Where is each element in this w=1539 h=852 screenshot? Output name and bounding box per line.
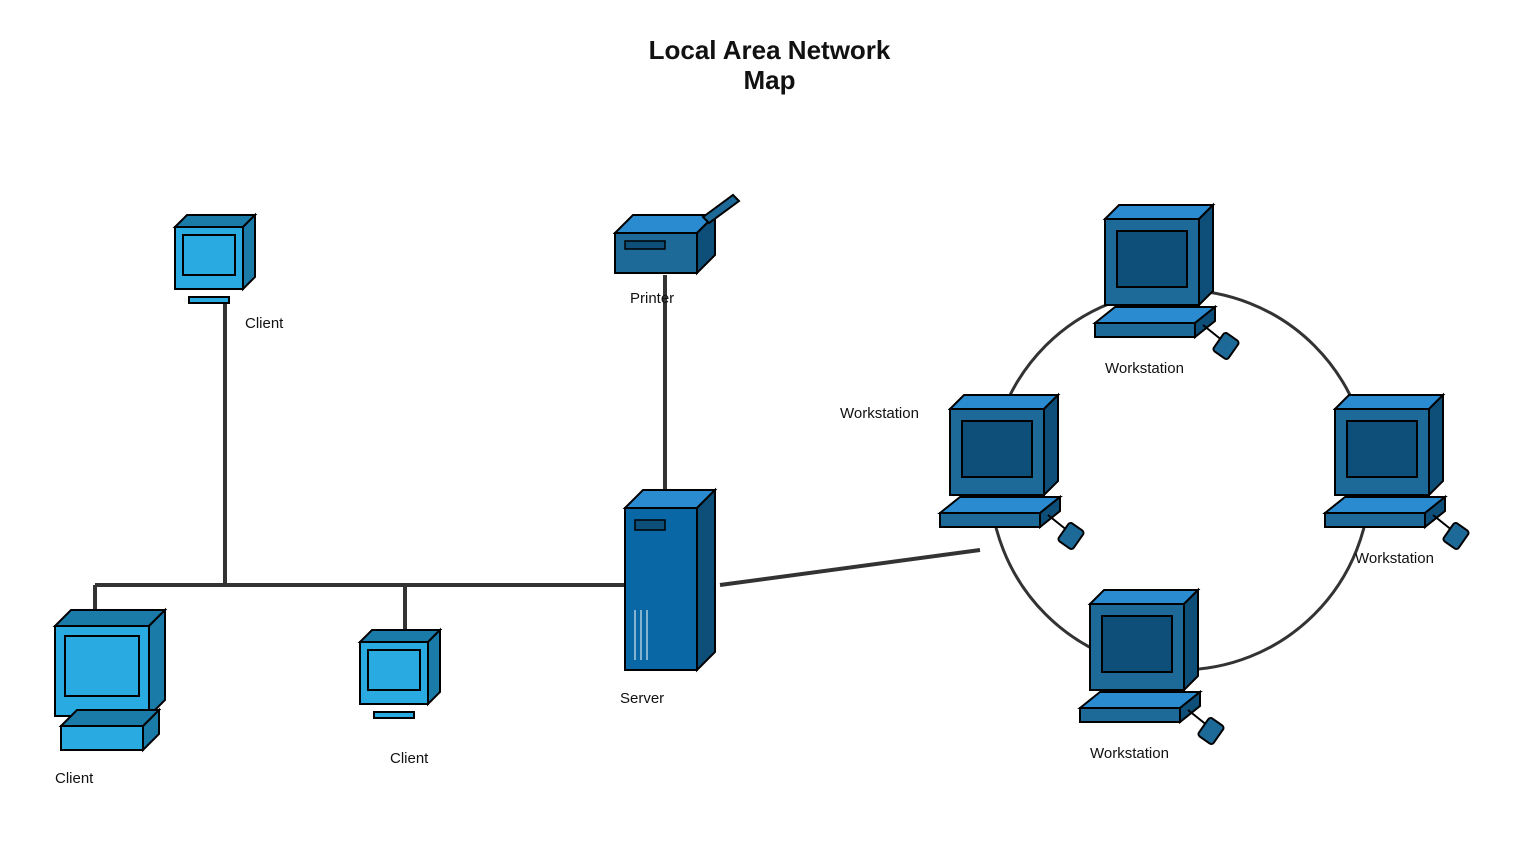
nodes-layer xyxy=(55,195,1470,750)
printer-icon xyxy=(615,195,739,273)
connector xyxy=(720,550,980,585)
network-svg xyxy=(0,0,1539,852)
workstation-label: Workstation xyxy=(1090,745,1169,762)
server-icon xyxy=(625,490,715,670)
workstation-label: Workstation xyxy=(1355,550,1434,567)
diagram-canvas: Local Area Network Map xyxy=(0,0,1539,852)
client-label: Client xyxy=(390,750,428,767)
workstation-icon xyxy=(1325,395,1470,550)
client-icon xyxy=(175,215,255,303)
edges-layer xyxy=(95,275,980,640)
client-label: Client xyxy=(245,315,283,332)
workstation-icon xyxy=(940,395,1085,550)
client_big-icon xyxy=(55,610,165,750)
workstation-icon xyxy=(1095,205,1240,360)
printer-label: Printer xyxy=(630,290,674,307)
client-icon xyxy=(360,630,440,718)
workstation-label: Workstation xyxy=(840,405,919,422)
workstation-label: Workstation xyxy=(1105,360,1184,377)
server-label: Server xyxy=(620,690,664,707)
client_big-label: Client xyxy=(55,770,93,787)
